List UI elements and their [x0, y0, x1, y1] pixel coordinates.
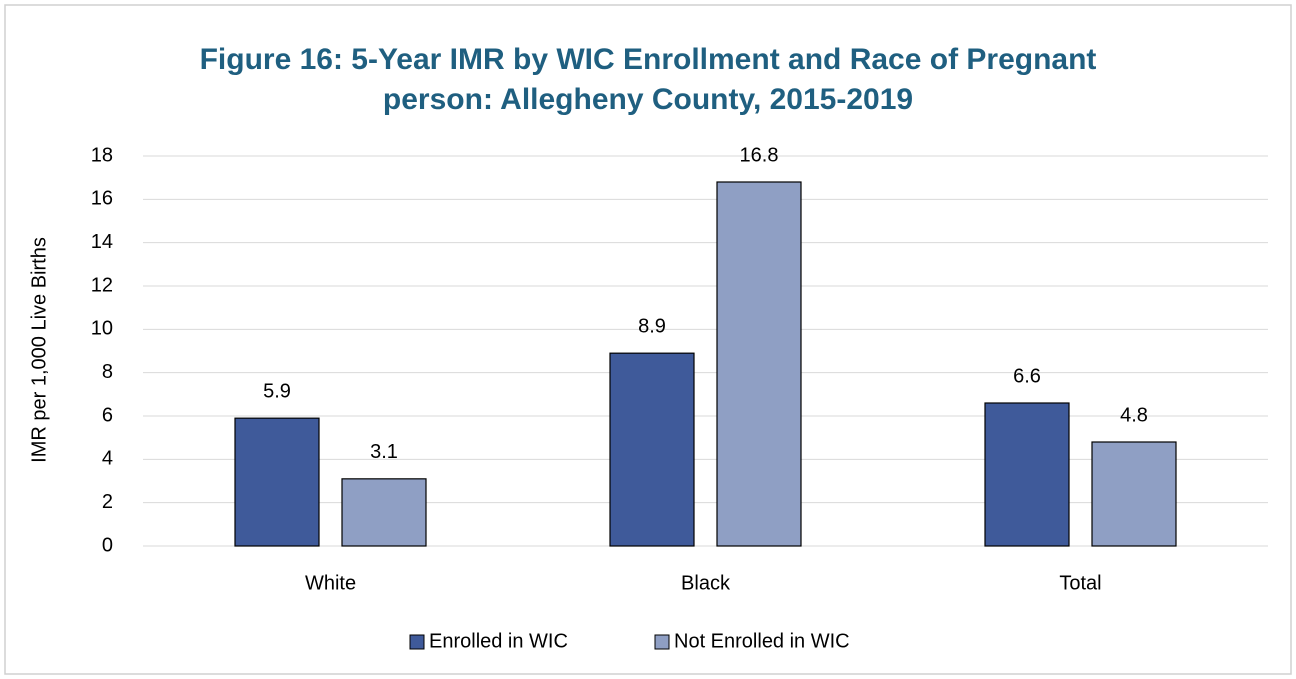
- legend-swatch: [654, 634, 670, 650]
- y-tick-label: 14: [91, 231, 113, 253]
- data-label: 3.1: [370, 441, 398, 463]
- data-label: 5.9: [263, 380, 291, 402]
- data-label: 16.8: [740, 144, 779, 166]
- chart-title: Figure 16: 5-Year IMR by WIC Enrollment …: [199, 43, 1097, 116]
- bar: [984, 402, 1070, 547]
- y-tick-label: 10: [91, 318, 113, 340]
- y-tick-label: 16: [91, 188, 113, 210]
- y-tick-label: 12: [91, 274, 113, 296]
- legend-label: Not Enrolled in WIC: [674, 630, 850, 652]
- x-tick-label: Total: [1059, 572, 1101, 594]
- data-label: 4.8: [1120, 404, 1148, 426]
- bar: [234, 417, 320, 547]
- y-axis-label: IMR per 1,000 Live Births: [28, 237, 50, 463]
- bar: [1091, 441, 1177, 547]
- data-label: 8.9: [638, 315, 666, 337]
- y-tick-label: 18: [91, 144, 113, 166]
- y-tick-label: 8: [102, 361, 113, 383]
- y-tick-label: 4: [102, 448, 113, 470]
- chart-border: [4, 4, 1292, 675]
- legend-swatch: [409, 634, 425, 650]
- x-tick-label: Black: [681, 572, 731, 594]
- y-tick-label: 0: [102, 534, 113, 556]
- y-tick-label: 6: [102, 404, 113, 426]
- x-tick-label: White: [305, 572, 356, 594]
- y-tick-label: 2: [102, 491, 113, 513]
- data-label: 6.6: [1013, 365, 1041, 387]
- bar: [716, 181, 802, 547]
- bar: [341, 478, 427, 547]
- legend-label: Enrolled in WIC: [429, 630, 568, 652]
- bar: [609, 352, 695, 547]
